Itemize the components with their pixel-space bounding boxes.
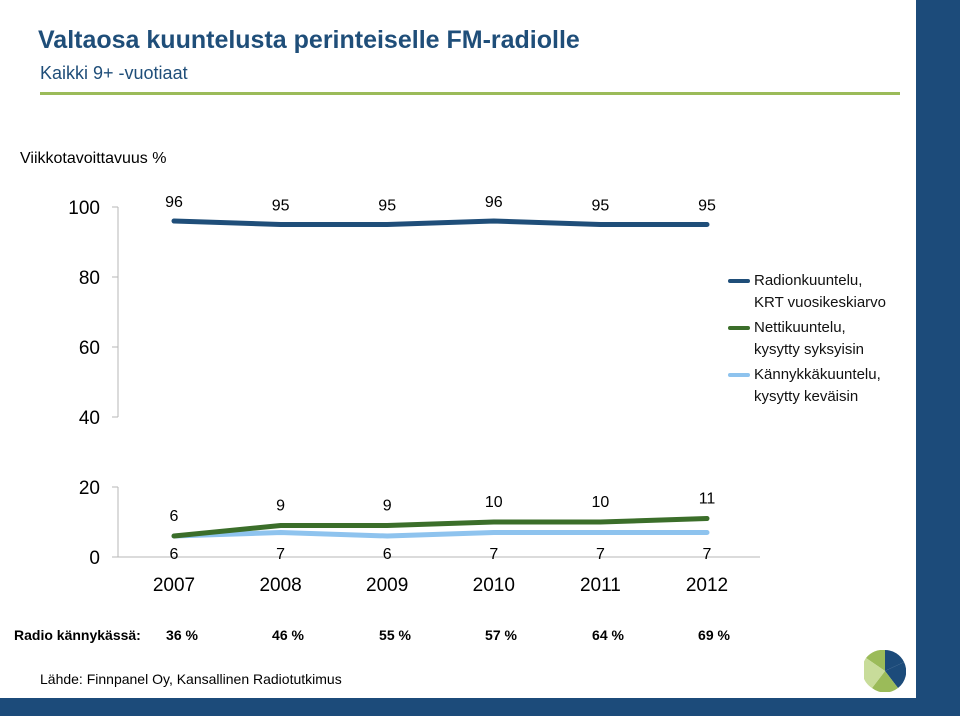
data-label: 96: [165, 194, 183, 211]
radio-mobile-row: Radio kännykässä: 36 % 46 % 55 % 57 % 64…: [14, 627, 774, 647]
legend-label: Radionkuuntelu, KRT vuosikeskiarvo: [754, 272, 886, 311]
legend-swatch: [728, 373, 750, 377]
data-label: 6: [170, 546, 179, 563]
data-label: 7: [489, 546, 498, 563]
radio-mobile-label: Radio kännykässä:: [14, 627, 141, 643]
source-note: Lähde: Finnpanel Oy, Kansallinen Radiotu…: [40, 671, 342, 687]
data-label: 7: [596, 546, 605, 563]
series-line: [171, 530, 710, 539]
axis-layer: 100 80 60 40 20 0 2007 2008 2009 2010 2011 2012: [68, 198, 760, 596]
x-tick-label: 2007: [153, 575, 195, 596]
y-tick-label: 0: [89, 548, 100, 569]
series-line: [171, 218, 710, 227]
x-tick-label: 2009: [366, 575, 408, 596]
bottom-brand-bar: [0, 698, 960, 716]
y-tick-label: 100: [68, 198, 100, 219]
y-tick-label: 80: [79, 268, 100, 289]
data-label: 95: [378, 198, 396, 215]
x-tick-label: 2008: [259, 575, 301, 596]
data-label: 7: [703, 546, 712, 563]
x-tick-label: 2012: [686, 575, 728, 596]
data-label: 6: [170, 508, 179, 525]
data-label: 95: [592, 198, 610, 215]
data-label: 9: [276, 498, 285, 515]
y-tick-label: 20: [79, 478, 100, 499]
radio-mobile-value: 57 %: [485, 627, 517, 643]
data-label: 9: [383, 498, 392, 515]
x-tick-label: 2011: [580, 575, 621, 596]
title-divider: [40, 92, 900, 95]
series-lines: [171, 218, 710, 539]
data-label: 6: [383, 546, 392, 563]
legend-label: Kännykkäkuuntelu, kysytty keväisin: [754, 366, 881, 405]
data-label: 96: [485, 194, 503, 211]
radio-mobile-value: 69 %: [698, 627, 730, 643]
data-label: 7: [276, 546, 285, 563]
radio-mobile-value: 55 %: [379, 627, 411, 643]
data-label: 10: [592, 494, 610, 511]
data-label: 11: [699, 491, 716, 508]
page-title: Valtaosa kuuntelusta perinteiselle FM-ra…: [38, 26, 580, 54]
legend-swatch: [728, 279, 750, 283]
y-axis-label: Viikkotavoittavuus %: [20, 150, 167, 167]
series-line: [171, 516, 710, 539]
radio-mobile-value: 46 %: [272, 627, 304, 643]
y-tick-label: 60: [79, 338, 100, 359]
legend-label: Nettikuuntelu, kysytty syksyisin: [754, 319, 865, 358]
radio-mobile-value: 36 %: [166, 627, 198, 643]
data-label: 95: [272, 198, 290, 215]
finnpanel-logo: [864, 650, 906, 692]
data-label: 10: [485, 494, 503, 511]
page-subtitle: Kaikki 9+ -vuotiaat: [40, 63, 188, 83]
right-brand-bar: [916, 0, 960, 716]
data-label: 95: [698, 198, 716, 215]
y-tick-label: 40: [79, 408, 100, 429]
data-labels: 96 95 95 96 95 95 6 9 9 10 10 11 6 7 6 7 7 7: [165, 194, 716, 563]
radio-mobile-value: 64 %: [592, 627, 624, 643]
x-tick-label: 2010: [473, 575, 515, 596]
legend-swatch: [728, 326, 750, 330]
